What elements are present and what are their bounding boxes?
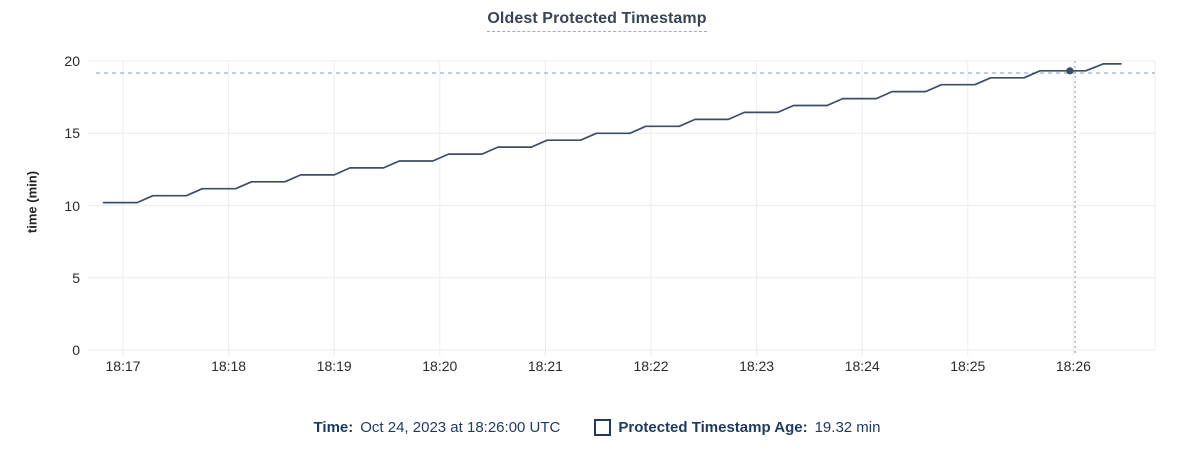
time-value: Oct 24, 2023 at 18:26:00 UTC [360, 419, 561, 436]
y-tick-label: 10 [64, 197, 80, 214]
x-tick-label: 18:23 [739, 358, 775, 374]
chart-title[interactable]: Oldest Protected Timestamp [487, 10, 707, 32]
chart-header: Oldest Protected Timestamp [0, 10, 1194, 32]
y-tick-label: 0 [72, 342, 80, 358]
crosshair-lines [96, 61, 1155, 356]
legend-item-protected-timestamp-age[interactable]: Protected Timestamp Age: 19.32 min [594, 419, 880, 436]
legend-checkbox-icon[interactable] [594, 419, 612, 436]
x-tick-label: 18:17 [105, 358, 141, 374]
series-line [102, 63, 1122, 204]
x-tick-label: 18:22 [633, 358, 669, 374]
x-tick-label: 18:21 [527, 358, 563, 374]
y-tick-label: 5 [72, 269, 80, 286]
gridlines [88, 60, 1156, 356]
chart-footer-legend: Time: Oct 24, 2023 at 18:26:00 UTC Prote… [0, 419, 1194, 436]
x-tick-label: 18:24 [844, 358, 880, 374]
series-polyline [102, 63, 1122, 204]
y-tick-label: 20 [64, 53, 80, 69]
series-label: Protected Timestamp Age: [618, 419, 808, 436]
hover-dot [1066, 67, 1074, 75]
x-tick-label: 18:26 [1055, 358, 1091, 374]
time-label: Time: [313, 419, 354, 436]
series-value: 19.32 min [814, 419, 881, 436]
x-tick-label: 18:18 [211, 358, 247, 374]
x-tick-label: 18:19 [316, 358, 352, 374]
x-tick-label: 18:20 [422, 358, 458, 374]
x-tick-label: 18:25 [950, 358, 986, 374]
y-tick-label: 15 [64, 125, 80, 142]
hover-point-dot [1066, 67, 1074, 75]
